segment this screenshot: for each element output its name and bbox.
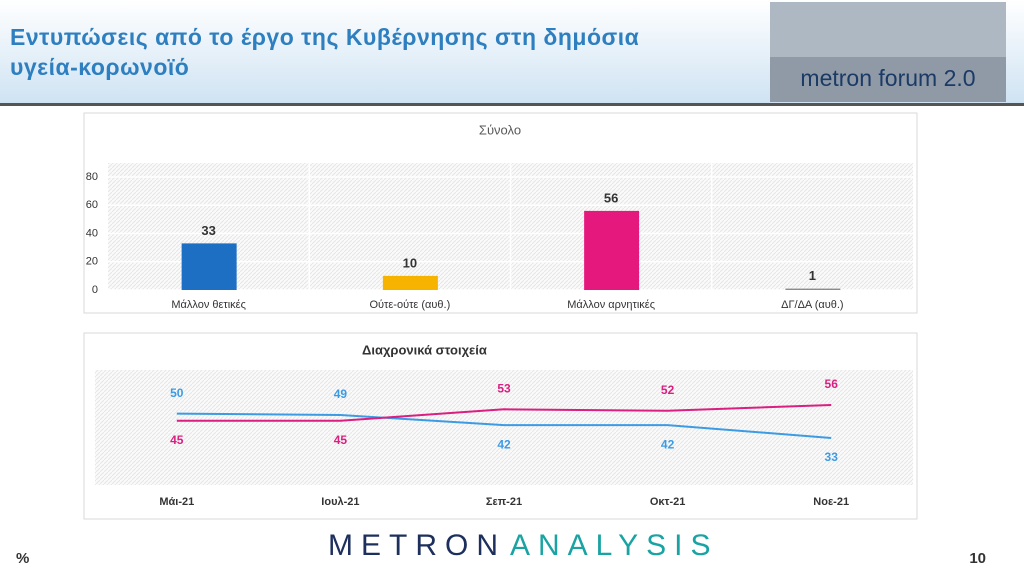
x-tick-label: Ούτε-ούτε (αυθ.) xyxy=(369,299,450,311)
value-label: 52 xyxy=(661,383,675,397)
y-tick-label: 80 xyxy=(86,171,98,183)
page-number: 10 xyxy=(969,550,986,567)
x-tick-label: Μάλλον αρνητικές xyxy=(567,299,655,311)
brand-part: ANALYSIS xyxy=(510,529,719,562)
bar xyxy=(181,243,237,290)
logo-text: metron forum 2.0 xyxy=(800,65,975,91)
chart-title: Διαχρονικά στοιχεία xyxy=(362,342,487,357)
x-tick-label: Μάλλον θετικές xyxy=(171,299,246,311)
y-tick-label: 60 xyxy=(86,199,98,211)
bar xyxy=(382,275,438,290)
x-tick-label: Μάι-21 xyxy=(159,496,194,508)
series-line xyxy=(176,412,832,439)
value-label: 45 xyxy=(334,433,348,447)
value-label: 10 xyxy=(403,255,417,270)
value-label: 56 xyxy=(604,190,618,205)
value-label: 33 xyxy=(201,223,215,238)
value-label: 42 xyxy=(497,437,511,451)
bar xyxy=(584,210,640,290)
y-tick-label: 20 xyxy=(86,256,98,268)
value-label: 56 xyxy=(825,377,839,391)
value-label: 45 xyxy=(170,433,184,447)
chart-title: Σύνολο xyxy=(479,122,521,137)
series-line xyxy=(176,404,832,422)
value-label: 49 xyxy=(334,387,348,401)
value-label: 42 xyxy=(661,437,675,451)
value-label: 53 xyxy=(497,381,511,395)
x-tick-label: ΔΓ/ΔΑ (αυθ.) xyxy=(781,299,843,311)
value-label: 1 xyxy=(809,268,816,283)
brand-part: METRON xyxy=(328,529,506,562)
y-tick-label: 0 xyxy=(92,284,98,296)
value-label: 50 xyxy=(170,386,184,400)
logo-image-sky xyxy=(770,2,1006,57)
x-tick-label: Σεπ-21 xyxy=(486,496,522,508)
x-tick-label: Νοε-21 xyxy=(813,496,849,508)
value-label: 33 xyxy=(825,450,839,464)
x-tick-label: Οκτ-21 xyxy=(650,496,686,508)
y-tick-label: 40 xyxy=(86,227,98,239)
x-tick-label: Ιουλ-21 xyxy=(321,496,359,508)
plot-area xyxy=(95,370,913,485)
unit-label: % xyxy=(16,550,29,567)
slide-title: Εντυπώσεις από το έργο της Κυβέρνησης στ… xyxy=(10,24,640,80)
bar xyxy=(785,288,841,290)
